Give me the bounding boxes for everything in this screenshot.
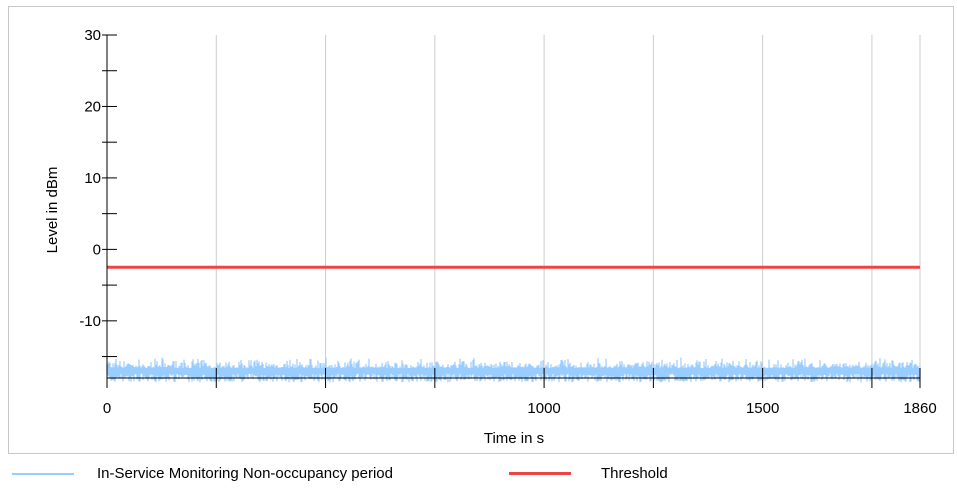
y-tick-label: 0 [93, 241, 101, 258]
series-monitoring-band [106, 357, 921, 383]
chart-plot: 30 20 10 0 -10 0 500 1000 1500 1860 Time in s Lev… [44, 27, 937, 447]
x-tick-label: 0 [103, 400, 111, 417]
x-tick-label: 1500 [746, 400, 779, 417]
y-tick-label: 30 [84, 27, 101, 44]
x-tick-label: 1000 [527, 400, 560, 417]
legend: In-Service Monitoring Non-occupancy peri… [0, 463, 957, 493]
x-tick-label: 500 [313, 400, 338, 417]
axes: 30 20 10 0 -10 0 500 1000 1500 1860 [79, 27, 936, 417]
x-axis-title: Time in s [484, 430, 544, 447]
y-tick-label: 20 [84, 98, 101, 115]
y-tick-label: 10 [84, 170, 101, 187]
y-axis-title: Level in dBm [44, 167, 61, 254]
legend-swatch-monitoring [12, 473, 74, 475]
y-tick-label: -10 [79, 313, 101, 330]
legend-label-threshold: Threshold [601, 465, 668, 482]
legend-label-monitoring: In-Service Monitoring Non-occupancy peri… [97, 465, 393, 482]
series-layer [106, 265, 921, 383]
grid-lines [215, 35, 921, 378]
legend-swatch-threshold [509, 472, 571, 475]
x-tick-label: 1860 [903, 400, 936, 417]
